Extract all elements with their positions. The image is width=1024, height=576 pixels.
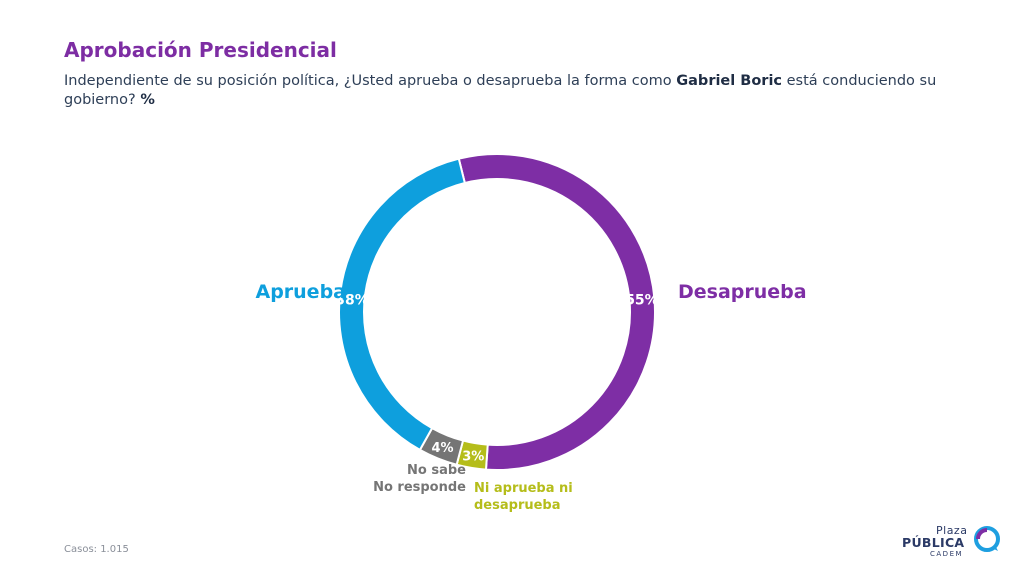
value-label-aprueba: 38%	[335, 292, 369, 308]
plaza-publica-logo: Plaza PÚBLICA CADEM	[902, 524, 1002, 560]
chart-title: Aprobación Presidencial	[64, 38, 337, 62]
question-unit: %	[140, 92, 155, 108]
category-label-aprueba: Aprueba	[255, 281, 346, 303]
slice-desaprueba	[457, 153, 656, 471]
slice-aprueba	[338, 157, 467, 452]
category-label-no-sabe-no-responde: No sabe No responde	[373, 463, 466, 495]
value-label-no-sabe-no-responde: 4%	[431, 441, 453, 456]
logo-line-3: CADEM	[930, 550, 964, 558]
sample-size: Casos: 1.015	[64, 544, 129, 555]
logo-line-1: Plaza	[936, 524, 968, 537]
question-bold-name: Gabriel Boric	[676, 73, 783, 89]
speech-bubble-icon	[974, 526, 1000, 552]
value-label-ni-aprueba-ni-desaprueba: 3%	[462, 450, 484, 465]
category-label-desaprueba: Desaprueba	[678, 281, 807, 303]
category-label-ni-aprueba-ni-desaprueba: Ni aprueba ni desaprueba	[474, 481, 573, 513]
chart-question: Independiente de su posición política, ¿…	[64, 72, 964, 110]
question-text-1: Independiente de su posición política, ¿…	[64, 73, 677, 89]
question-text-2: está conduciendo su gobierno?	[64, 73, 937, 108]
logo-line-2: PÚBLICA	[902, 535, 965, 550]
value-label-desaprueba: 55%	[625, 292, 659, 308]
